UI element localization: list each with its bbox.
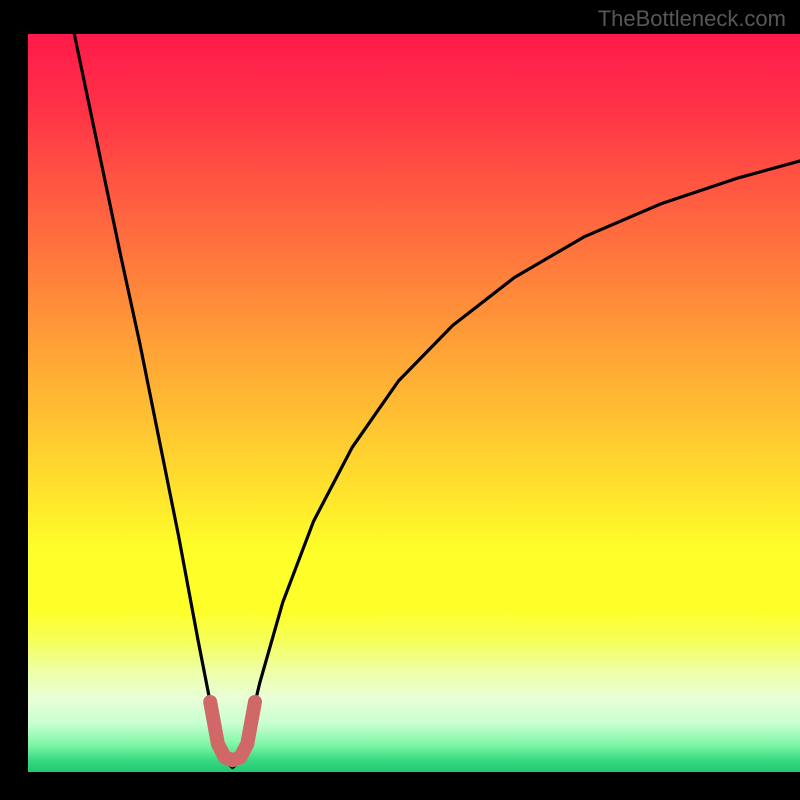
bottleneck-curve bbox=[74, 34, 800, 768]
watermark-text: TheBottleneck.com bbox=[598, 6, 786, 32]
plot-frame bbox=[0, 0, 800, 800]
plot-area bbox=[28, 34, 800, 772]
bottom-u-marker bbox=[210, 702, 255, 760]
curve-layer bbox=[28, 34, 800, 772]
